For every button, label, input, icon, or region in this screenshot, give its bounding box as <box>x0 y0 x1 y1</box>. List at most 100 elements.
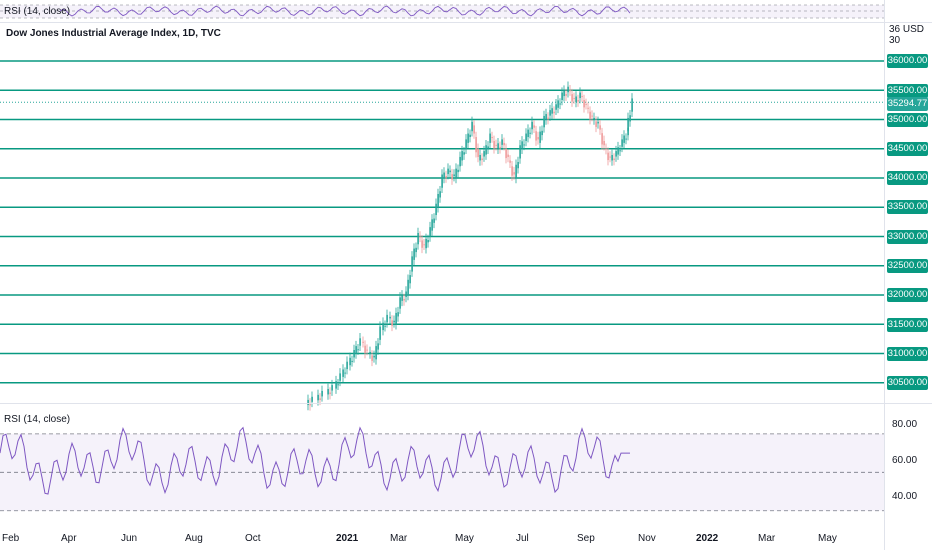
candle-body <box>413 248 415 260</box>
current-price-tag[interactable]: 35294.77 <box>887 97 928 111</box>
rsi-axis-tick: 40.00 <box>892 491 918 502</box>
candle-body <box>575 96 577 102</box>
candle-body <box>459 156 461 167</box>
price-level-tag[interactable]: 35000.00 <box>887 113 928 127</box>
candle-body <box>405 291 407 297</box>
time-axis-tick: May <box>455 533 474 544</box>
price-level-tag[interactable]: 34500.00 <box>887 142 928 156</box>
rsi-pane-label[interactable]: RSI (14, close) <box>4 414 71 425</box>
time-axis-tick: Oct <box>245 533 261 544</box>
candle-body <box>399 297 401 309</box>
symbol-title[interactable]: Dow Jones Industrial Average Index, 1D, … <box>6 28 221 39</box>
price-level-tag[interactable]: 36000.00 <box>887 54 928 68</box>
candle-body <box>501 139 503 145</box>
candle-body <box>611 154 613 161</box>
candle-body <box>507 154 509 157</box>
candle-body <box>449 170 451 173</box>
candle-body <box>559 103 561 105</box>
candle-body <box>597 121 599 124</box>
candle-body <box>577 100 579 102</box>
candle-body <box>517 162 519 169</box>
candle-body <box>349 357 351 366</box>
time-axis-tick: May <box>818 533 837 544</box>
candle-body <box>417 232 419 245</box>
candle-body <box>579 92 581 99</box>
price-level-tag[interactable]: 32500.00 <box>887 259 928 273</box>
candle-body <box>543 115 545 128</box>
candle-body <box>505 148 507 159</box>
candle-body <box>386 314 388 323</box>
candle-body <box>373 355 375 358</box>
candle-body <box>465 139 467 149</box>
candle-body <box>605 148 607 150</box>
candle-body <box>401 295 403 301</box>
candle-body <box>431 219 433 231</box>
candle-body <box>429 227 431 237</box>
price-level-tag[interactable]: 31000.00 <box>887 347 928 361</box>
candle-body <box>523 144 525 146</box>
candle-body <box>403 298 405 301</box>
currency-label[interactable]: 36 USD 30 <box>889 24 925 46</box>
candle-body <box>335 381 337 389</box>
candle-body <box>475 137 477 153</box>
candle-body <box>497 143 499 149</box>
candle-body <box>609 156 611 158</box>
rsi-pane-divider <box>0 403 932 404</box>
rsi-top-label: RSI (14, close) <box>4 6 71 17</box>
candle-body <box>339 373 341 381</box>
price-level-tag[interactable]: 33500.00 <box>887 200 928 214</box>
candle-body <box>425 238 427 249</box>
candle-body <box>565 94 567 96</box>
candle-body <box>631 98 633 112</box>
price-level-tag[interactable]: 35500.00 <box>887 84 928 98</box>
candle-body <box>627 117 629 132</box>
time-axis-tick: Apr <box>61 533 77 544</box>
candle-body <box>595 121 597 127</box>
candle-body <box>307 399 309 405</box>
top-rsi-band-background <box>0 5 884 18</box>
candle-body <box>593 117 595 120</box>
candle-body <box>453 174 455 177</box>
price-level-tag[interactable]: 34000.00 <box>887 171 928 185</box>
time-axis-tick: Jul <box>516 533 529 544</box>
price-level-tag[interactable]: 33000.00 <box>887 230 928 244</box>
candle-body <box>623 135 625 143</box>
candle-body <box>364 345 366 354</box>
candle-body <box>395 312 397 325</box>
candle-body <box>525 133 527 141</box>
time-axis-tick: 2022 <box>696 533 719 544</box>
candle-body <box>563 90 565 97</box>
candle-body <box>369 351 371 354</box>
candle-body <box>439 191 441 198</box>
candle-body <box>533 125 535 128</box>
candle-body <box>535 131 537 141</box>
rsi-line <box>0 426 630 495</box>
candle-body <box>625 138 627 140</box>
candle-body <box>377 343 379 350</box>
candle-body <box>379 326 381 340</box>
time-axis-tick: Jun <box>121 533 138 544</box>
price-level-tag[interactable]: 32000.00 <box>887 288 928 302</box>
candle-body <box>421 240 423 248</box>
price-level-tag[interactable]: 30500.00 <box>887 376 928 390</box>
time-axis-tick: Mar <box>390 533 408 544</box>
candle-body <box>555 104 557 110</box>
candle-body <box>435 203 437 216</box>
candle-body <box>311 396 313 402</box>
time-axis-tick: Sep <box>577 533 595 544</box>
time-axis-tick: Nov <box>638 533 656 544</box>
candle-body <box>479 154 481 161</box>
candle-body <box>569 90 571 92</box>
candle-body <box>545 114 547 120</box>
price-level-tag[interactable]: 31500.00 <box>887 318 928 332</box>
candle-body <box>617 147 619 155</box>
candle-body <box>327 388 329 395</box>
candle-body <box>599 125 601 130</box>
candle-body <box>539 131 541 143</box>
candle-body <box>346 361 348 370</box>
candle-body <box>455 168 457 178</box>
candle-body <box>527 129 529 138</box>
candle-body <box>495 144 497 146</box>
